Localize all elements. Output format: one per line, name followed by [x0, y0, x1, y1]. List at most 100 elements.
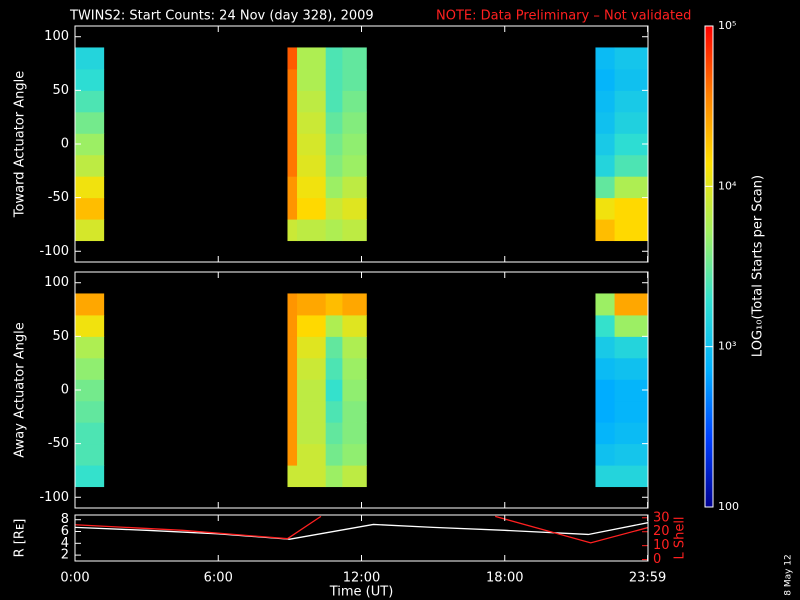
- heat-cell: [325, 379, 343, 402]
- heat-cell: [325, 443, 343, 466]
- heat-cell: [75, 176, 105, 199]
- heat-cell: [342, 443, 367, 466]
- heat-cell: [595, 90, 616, 113]
- heat-cell: [297, 336, 327, 359]
- heat-cell: [342, 133, 367, 156]
- y2-tick-label: 20: [653, 524, 670, 539]
- heat-cell: [614, 465, 649, 488]
- colorbar-tick-label: 10³: [718, 340, 736, 353]
- heat-cell: [342, 219, 367, 242]
- heat-cell: [297, 90, 327, 113]
- heat-cell: [75, 293, 105, 316]
- heat-cell: [614, 293, 649, 316]
- heat-cell: [75, 133, 105, 156]
- heat-cell: [287, 133, 298, 156]
- y-tick-label: 100: [44, 275, 69, 290]
- heat-cell: [75, 422, 105, 445]
- date-stamp: 8 May 12: [784, 554, 794, 596]
- heat-cell: [325, 400, 343, 423]
- y-tick-label: -100: [39, 244, 69, 259]
- plot-frame: [74, 514, 649, 562]
- heat-cell: [297, 443, 327, 466]
- x-tick-label: 23:59: [629, 571, 666, 586]
- heat-cell: [614, 422, 649, 445]
- heat-cell: [297, 422, 327, 445]
- heat-cell: [595, 422, 616, 445]
- heat-cell: [325, 465, 343, 488]
- heat-cell: [75, 68, 105, 91]
- y2-tick-label: 0: [653, 552, 661, 567]
- heat-cell: [297, 176, 327, 199]
- heat-cell: [75, 336, 105, 359]
- colorbar-label: LOG₁₀(Total Starts per Scan): [751, 175, 766, 357]
- heat-cell: [75, 47, 105, 70]
- heat-cell: [287, 357, 298, 380]
- y-tick-label: 50: [52, 83, 69, 98]
- heat-cell: [287, 154, 298, 177]
- colorbar: [704, 25, 714, 508]
- heat-cell: [75, 400, 105, 423]
- heat-cell: [287, 422, 298, 445]
- heat-cell: [297, 465, 327, 488]
- heat-cell: [595, 197, 616, 220]
- y-tick-label: 0: [61, 137, 69, 152]
- heat-cell: [595, 336, 616, 359]
- heat-cell: [297, 133, 327, 156]
- heat-cell: [297, 357, 327, 380]
- x-tick-label: 18:00: [486, 571, 523, 586]
- heat-cell: [325, 336, 343, 359]
- heat-cell: [325, 422, 343, 445]
- y-tick-label: 2: [61, 548, 69, 563]
- heat-cell: [287, 47, 298, 70]
- heat-cell: [287, 465, 298, 488]
- heat-cell: [297, 379, 327, 402]
- y-label: Toward Actuator Angle: [13, 71, 28, 218]
- heat-cell: [75, 197, 105, 220]
- heat-cell: [297, 314, 327, 337]
- y-tick-label: -50: [48, 190, 69, 205]
- heat-cell: [75, 314, 105, 337]
- heat-cell: [614, 111, 649, 134]
- heat-cell: [75, 111, 105, 134]
- heat-cell: [75, 90, 105, 113]
- heat-cell: [595, 219, 616, 242]
- y-tick-label: 50: [52, 329, 69, 344]
- heat-cell: [342, 197, 367, 220]
- heat-cell: [297, 154, 327, 177]
- heat-cell: [614, 47, 649, 70]
- colorbar-tick-label: 10⁴: [718, 179, 737, 192]
- heat-cell: [614, 336, 649, 359]
- heat-cell: [325, 111, 343, 134]
- heat-cell: [614, 133, 649, 156]
- heat-cell: [614, 314, 649, 337]
- y-tick-label: 8: [61, 512, 69, 527]
- y-tick-label: 4: [61, 536, 69, 551]
- heat-cell: [287, 314, 298, 337]
- heat-cell: [342, 357, 367, 380]
- heat-cell: [614, 90, 649, 113]
- x-tick-label: 12:00: [343, 571, 380, 586]
- heat-cell: [342, 154, 367, 177]
- heat-cell: [595, 379, 616, 402]
- heat-cell: [614, 197, 649, 220]
- heat-cell: [595, 400, 616, 423]
- heat-cell: [614, 357, 649, 380]
- series-line: [75, 522, 648, 540]
- y-tick-label: -50: [48, 436, 69, 451]
- chart-title: TWINS2: Start Counts: 24 Nov (day 328), …: [69, 9, 374, 24]
- heat-cell: [595, 176, 616, 199]
- series-line: [75, 515, 322, 540]
- heat-cell: [342, 47, 367, 70]
- y2-tick-label: 30: [653, 510, 670, 525]
- heat-cell: [287, 176, 298, 199]
- heat-cell: [342, 336, 367, 359]
- heat-cell: [75, 219, 105, 242]
- heat-cell: [595, 133, 616, 156]
- heat-cell: [595, 293, 616, 316]
- heat-cell: [614, 154, 649, 177]
- heat-cell: [75, 357, 105, 380]
- y2-tick-label: 10: [653, 538, 670, 553]
- heat-cell: [614, 176, 649, 199]
- heat-cell: [297, 293, 327, 316]
